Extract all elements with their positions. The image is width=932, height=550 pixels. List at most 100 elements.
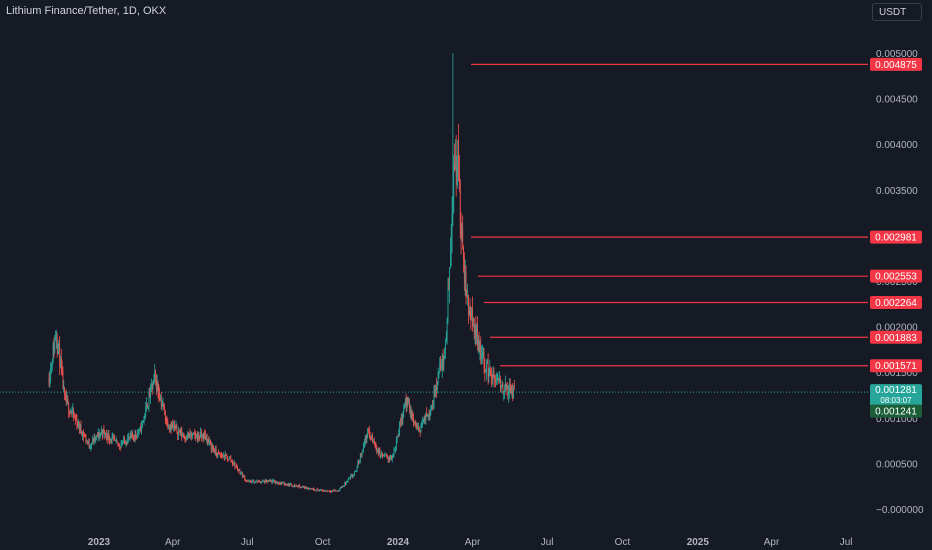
candle-body [186,438,188,440]
candle-body [102,429,104,436]
candle-body [276,481,278,483]
candle-body [148,392,150,407]
candle-body [157,382,159,391]
candle-body [183,436,185,438]
candle-body [105,432,107,437]
candle-body [506,385,508,389]
candle-body [442,355,444,364]
candle-body [235,466,237,467]
candle-body [259,480,260,483]
candle-body [195,435,197,438]
candle-body [69,412,70,414]
candle-body [264,480,266,483]
candle-body [364,436,366,444]
candle-body [240,473,242,474]
candle-body [123,438,125,442]
candle-body [128,436,129,439]
candle-body [126,443,128,445]
candle-body [60,358,62,368]
candle-body [447,287,449,322]
candle-body [290,483,292,485]
candle-body [142,420,144,422]
candle-body [492,370,494,382]
candle-body [422,419,424,423]
candle-body [287,485,288,486]
candle-body [237,466,238,470]
candle-body [445,335,447,343]
candle-body [404,398,406,405]
candle-body [48,376,50,385]
candle-body [249,480,251,482]
candle-body [468,310,470,314]
bar-countdown-label: 08:03:07 [880,396,912,405]
candle-body [296,485,297,487]
candle-body [322,490,324,492]
candle-body [135,432,137,436]
level-price-label: 0.002264 [875,298,917,309]
level-price-badge [870,359,922,373]
candle-body [229,457,231,459]
candle-body [409,402,410,413]
candle-body [303,486,305,488]
candle-body [233,462,235,465]
candle-body [434,388,436,391]
candle-body [336,490,337,492]
candle-body [364,443,365,445]
candle-body [184,436,186,439]
candle-body [284,484,286,486]
candle-body [63,386,65,390]
candle-body [289,484,291,486]
candle-body [162,404,164,405]
candle-body [427,415,428,417]
candlestick-series [48,53,515,493]
candle-body [219,453,221,456]
candle-body [190,435,192,437]
candle-body [268,480,270,482]
candle-body [389,457,391,459]
candle-body [438,371,440,373]
candle-body [205,434,206,440]
candle-body [250,480,251,482]
candle-body [433,388,435,402]
candle-body [444,347,446,360]
candle-body [155,378,157,389]
candle-body [453,163,455,213]
candle-body [372,436,374,443]
candle-body [149,392,151,398]
candle-body [253,480,255,484]
candle-body [345,481,347,484]
candle-body [494,375,496,380]
candle-body [230,457,232,461]
candle-body [51,365,52,367]
candle-body [172,424,174,427]
candle-body [400,421,401,423]
candle-body [441,355,443,368]
candle-body [451,212,453,237]
candle-body [477,339,479,346]
candle-body [211,446,213,449]
candle-body [286,484,287,486]
candle-body [58,343,60,345]
level-price-badge [870,269,922,283]
candle-body [428,415,430,417]
candle-body [425,413,427,420]
time-axis[interactable]: 2023 Apr Jul Oct 2024 Apr Jul Oct 2025 Apr Jul [88,537,853,548]
candle-body [373,441,374,443]
candle-body [207,439,209,444]
candle-body [119,446,121,448]
candle-body [169,426,170,428]
candle-body [363,444,364,450]
candle-body [386,454,388,459]
candle-body [164,409,165,411]
currency-selector[interactable]: USDT [872,3,922,21]
y-tick-label: 0.000500 [876,459,918,470]
candle-body [330,491,332,493]
candle-body [283,482,285,485]
candle-body [206,437,208,444]
candle-body [192,432,194,435]
candle-body [67,399,69,403]
candle-body [200,432,202,437]
candle-body [131,432,133,436]
candle-body [510,386,512,394]
